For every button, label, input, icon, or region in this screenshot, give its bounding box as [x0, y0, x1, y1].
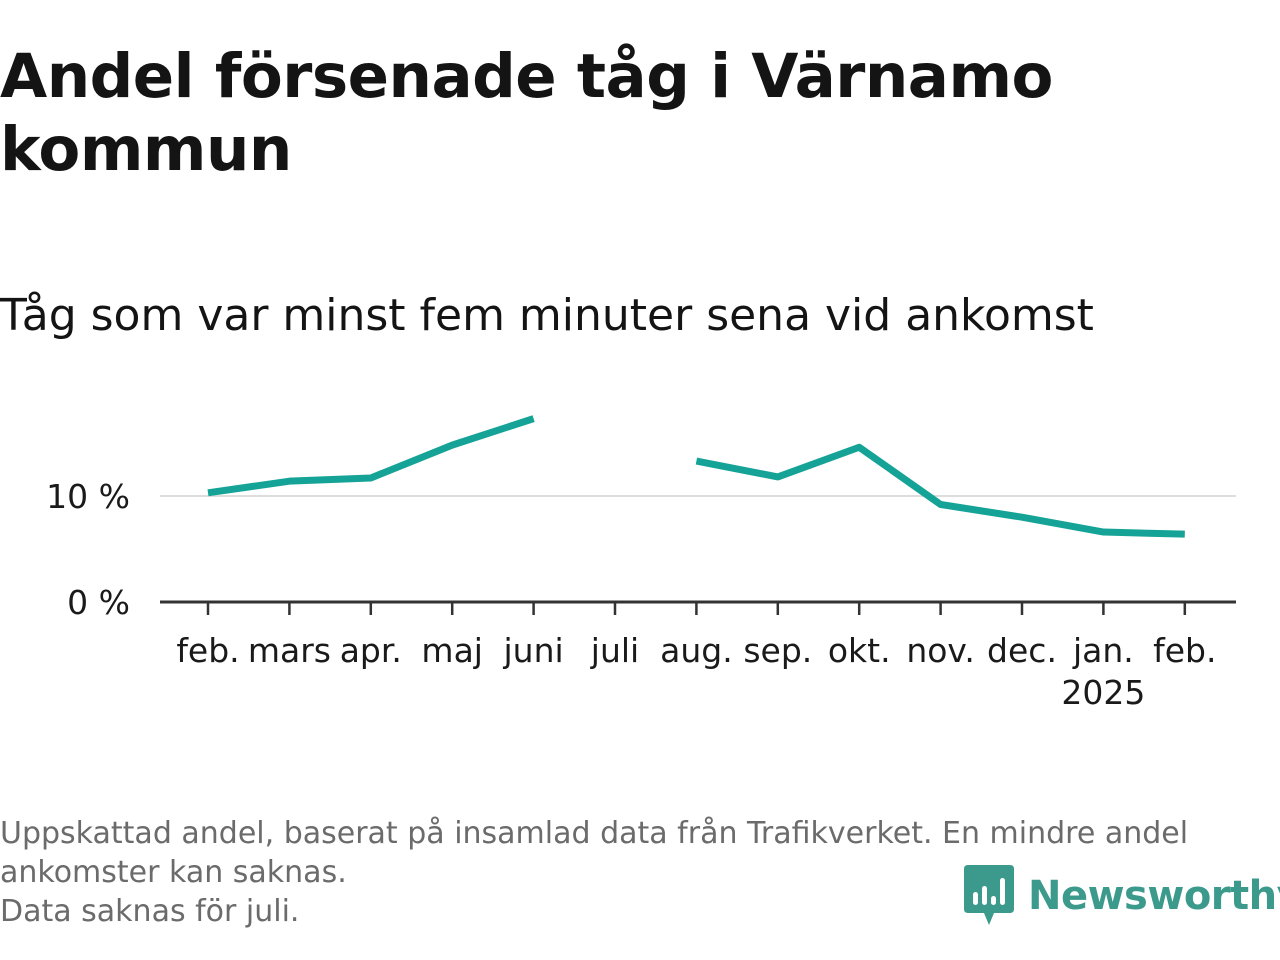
- x-axis-tick-labels: feb. mars apr. maj juni juli aug. sep. okt. nov. d…: [176, 631, 1216, 712]
- x-tick-label: sep.: [743, 631, 812, 670]
- brand-name: Newsworthy: [1028, 873, 1280, 919]
- x-tick-label: feb.: [1153, 631, 1216, 670]
- x-tick-label: juni: [503, 631, 564, 670]
- x-tick-label: maj: [421, 631, 483, 670]
- footer-notes: Uppskattad andel, baserat på insamlad da…: [0, 814, 1270, 931]
- x-year-label: 2025: [1061, 673, 1145, 712]
- x-tick-label: dec.: [987, 631, 1057, 670]
- x-tick-label: aug.: [660, 631, 733, 670]
- y-axis-tick-labels: 0 % 10 %: [46, 477, 130, 622]
- x-axis-ticks: [206, 602, 1187, 615]
- y-tick-label: 0 %: [67, 583, 130, 622]
- x-tick-label: feb.: [176, 631, 239, 670]
- y-tick-label: 10 %: [46, 477, 130, 516]
- brand-logo: Newsworthy: [964, 864, 1280, 928]
- x-tick-label: nov.: [906, 631, 975, 670]
- series-line-segment: [695, 443, 1185, 538]
- series-line-segment: [207, 415, 535, 497]
- chart-title: Andel försenade tåg i Värnamo kommun: [0, 41, 1053, 185]
- footer-note: Uppskattad andel, baserat på insamlad da…: [0, 816, 1189, 890]
- newsworthy-logo-icon: [964, 865, 1014, 925]
- x-tick-label: juli: [590, 631, 639, 670]
- x-tick-label: jan.: [1072, 631, 1134, 670]
- line-chart: 0 %10 % feb. mars apr. maj juni juli aug. sep. o…: [46, 415, 1236, 712]
- x-tick-label: mars: [248, 631, 331, 670]
- chart-subtitle: Tåg som var minst fem minuter sena vid a…: [0, 290, 1094, 341]
- series-lines: [207, 415, 1185, 538]
- footer-note-missing-data: Data saknas för juli.: [0, 894, 300, 929]
- x-tick-label: apr.: [340, 631, 402, 670]
- x-tick-label: okt.: [828, 631, 891, 670]
